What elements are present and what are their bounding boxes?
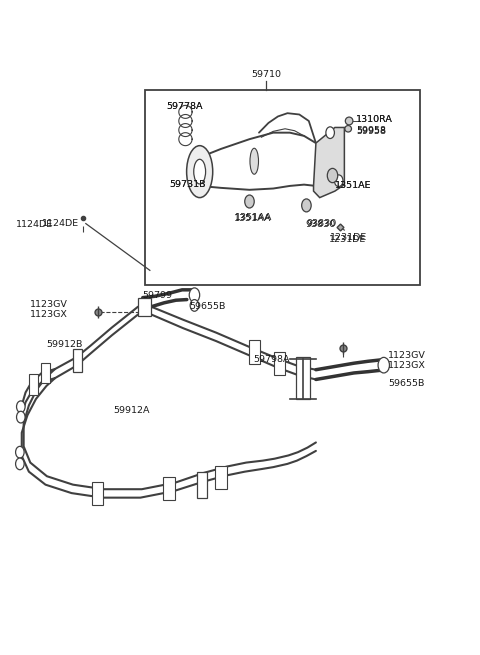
Ellipse shape	[187, 145, 213, 198]
Ellipse shape	[250, 148, 259, 174]
Text: 1351AA: 1351AA	[235, 213, 273, 221]
Text: 1310RA: 1310RA	[356, 115, 393, 124]
Text: 59798A: 59798A	[253, 356, 290, 364]
Bar	[41, 363, 50, 383]
Bar	[249, 341, 260, 364]
Text: 1351AA: 1351AA	[234, 214, 272, 223]
Circle shape	[190, 299, 199, 311]
Text: 59731B: 59731B	[169, 180, 205, 189]
Text: 1123GX: 1123GX	[388, 361, 426, 369]
Circle shape	[245, 195, 254, 208]
Text: 1351AE: 1351AE	[335, 181, 372, 191]
Bar	[163, 477, 175, 500]
Ellipse shape	[335, 175, 343, 187]
Circle shape	[189, 288, 200, 302]
Text: 1124DE: 1124DE	[15, 220, 53, 229]
Bar	[296, 357, 310, 399]
Text: 1123GV: 1123GV	[30, 300, 68, 309]
Text: 1231DE: 1231DE	[330, 233, 367, 242]
Bar	[274, 352, 285, 375]
Ellipse shape	[194, 159, 205, 184]
Text: 1123GX: 1123GX	[30, 310, 68, 319]
Text: 59731B: 59731B	[169, 180, 205, 189]
Text: 1231DE: 1231DE	[329, 234, 366, 244]
Text: 59655B: 59655B	[189, 302, 226, 311]
Text: 59912B: 59912B	[47, 340, 83, 349]
Text: 59912A: 59912A	[113, 406, 149, 415]
Circle shape	[15, 458, 24, 470]
Ellipse shape	[345, 117, 353, 125]
Text: 59799: 59799	[143, 291, 173, 299]
Circle shape	[15, 446, 24, 458]
Text: 93830: 93830	[305, 220, 336, 229]
Bar	[197, 472, 207, 498]
Ellipse shape	[345, 126, 351, 132]
Text: 1310RA: 1310RA	[356, 115, 393, 124]
Bar	[138, 297, 151, 316]
Circle shape	[16, 411, 25, 423]
Bar	[145, 90, 420, 286]
Text: 59958: 59958	[356, 127, 386, 136]
Text: 59710: 59710	[251, 70, 281, 79]
Ellipse shape	[327, 168, 338, 183]
Bar	[216, 466, 227, 489]
Text: 1124DE: 1124DE	[42, 219, 79, 228]
Circle shape	[301, 199, 311, 212]
Text: 59655B: 59655B	[388, 379, 424, 388]
Circle shape	[16, 401, 25, 413]
Bar	[92, 482, 103, 506]
Text: 59958: 59958	[356, 126, 386, 135]
Polygon shape	[313, 128, 344, 198]
Text: 93830: 93830	[306, 219, 336, 228]
Bar	[73, 349, 83, 371]
Text: 59778A: 59778A	[167, 102, 203, 111]
Circle shape	[378, 358, 389, 373]
Text: 59778A: 59778A	[167, 102, 203, 111]
Text: 1123GV: 1123GV	[388, 351, 426, 360]
Bar	[29, 374, 38, 395]
Ellipse shape	[326, 127, 335, 138]
Text: 1351AE: 1351AE	[335, 181, 372, 191]
